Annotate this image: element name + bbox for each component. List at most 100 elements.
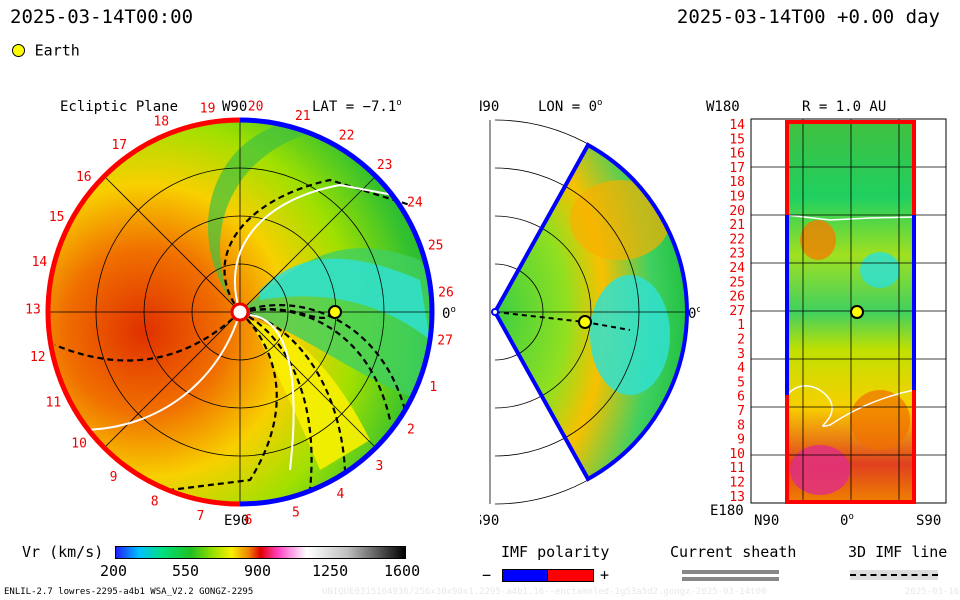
radial-x-mid: 0o [840, 512, 854, 529]
radial-y-label: 3 [737, 347, 745, 362]
ecliptic-right-label: 0o [442, 305, 456, 322]
radial-polarity-positive-top [785, 120, 916, 215]
carrington-label: 26 [438, 286, 454, 301]
carrington-label: 5 [292, 505, 300, 520]
carrington-label: 4 [336, 487, 344, 502]
imf-polarity-positive-swatch [547, 569, 594, 582]
radial-earth-marker-icon [850, 305, 864, 319]
meridional-sun-icon [491, 308, 499, 316]
imf-line-swatch [850, 574, 938, 576]
carrington-label: 9 [110, 470, 118, 485]
meridional-title: LON = 0o [538, 98, 602, 115]
meridional-bottom-left: S90 [480, 513, 499, 529]
carrington-label: 15 [49, 210, 65, 225]
imf-polarity-minus: − [482, 566, 492, 584]
radial-top-left: W180 [706, 99, 740, 115]
radial-y-label: 8 [737, 418, 745, 433]
carrington-label: 20 [248, 100, 264, 115]
datetime-left: 2025-03-14T00:00 [10, 6, 194, 28]
carrington-label: 11 [46, 396, 62, 411]
meridional-plane-panel: N90 LON = 0o S90 0o [480, 98, 700, 529]
radial-y-label: 17 [729, 161, 745, 176]
radial-y-label: 6 [737, 390, 745, 405]
radial-y-label: 27 [729, 304, 745, 319]
colorbar-tick-3: 1250 [312, 562, 349, 580]
radial-x-left: N90 [754, 513, 779, 529]
earth-legend: Earth [12, 40, 80, 60]
radial-y-label: 20 [729, 204, 745, 219]
ecliptic-bottom-label: E90 [224, 513, 249, 529]
carrington-label: 22 [339, 129, 355, 144]
radial-y-label: 5 [737, 375, 745, 390]
ecliptic-top-label: W90 [222, 99, 247, 115]
current-sheath-lines [79, 183, 421, 471]
carrington-label: 14 [32, 255, 48, 270]
radial-y-label: 25 [729, 275, 745, 290]
run-id: UNIQUE0315164936/256x30x90x1.2295-a4b1.1… [322, 587, 767, 597]
radial-y-label: 1 [737, 318, 745, 333]
radial-y-label: 15 [729, 132, 745, 147]
radial-y-label: 21 [729, 218, 745, 233]
imf-polarity-negative-swatch [502, 569, 549, 582]
colorbar-tick-2: 900 [244, 562, 272, 580]
radial-y-label: 22 [729, 232, 745, 247]
radial-y-label: 11 [729, 461, 745, 476]
colorbar-tick-4: 1600 [384, 562, 421, 580]
carrington-label: 21 [295, 109, 311, 124]
radial-y-label: 19 [729, 190, 745, 205]
footer-date: 2025-03-16 [905, 587, 960, 597]
meridional-top-left: N90 [480, 99, 499, 115]
polarity-ring-negative [239, 117, 435, 507]
imf-polarity-label: IMF polarity [501, 543, 610, 561]
sun-icon [230, 302, 250, 322]
polarity-ring-positive [45, 117, 241, 507]
earth-label: Earth [34, 41, 80, 60]
imf-line-label: 3D IMF line [848, 543, 948, 561]
radial-y-label: 2 [737, 333, 745, 348]
radial-y-label: 26 [729, 290, 745, 305]
imf-polarity-plus: + [600, 566, 610, 584]
carrington-label: 18 [153, 115, 169, 130]
colorbar-tick-1: 550 [172, 562, 200, 580]
carrington-longitude-labels: 19 20212223242526271234567891011121314151… [25, 100, 454, 528]
radial-title: R = 1.0 AU [802, 99, 886, 115]
carrington-label: 19 [200, 102, 216, 117]
radial-y-label: 16 [729, 147, 745, 162]
ecliptic-lat: LAT = −7.1o [312, 98, 402, 115]
radial-y-labels: 1415161718192021222324252627123456789101… [729, 118, 745, 505]
meridional-velocity-field [495, 145, 686, 479]
carrington-label: 7 [197, 509, 205, 524]
carrington-label: 3 [375, 459, 383, 474]
current-sheath-label: Current sheath [670, 543, 797, 561]
carrington-label: 16 [76, 170, 92, 185]
radial-polarity-positive-bottom [785, 390, 916, 504]
radial-y-label: 9 [737, 433, 745, 448]
carrington-label: 27 [437, 334, 453, 349]
carrington-label: 6 [244, 513, 252, 528]
radial-y-label: 7 [737, 404, 745, 419]
radial-y-label: 23 [729, 247, 745, 262]
carrington-label: 12 [30, 350, 46, 365]
radial-x-right: S90 [916, 513, 941, 529]
radial-y-label: 18 [729, 175, 745, 190]
radial-current-sheath-upper [786, 214, 915, 221]
carrington-label: 17 [111, 138, 127, 153]
meridional-earth-marker-icon [578, 315, 592, 329]
radial-current-sheath-lower [786, 385, 915, 427]
radial-y-label: 4 [737, 361, 745, 376]
carrington-label: 1 [429, 380, 437, 395]
earth-marker-icon [328, 305, 342, 319]
current-sheath-swatch-upper [682, 570, 779, 574]
radial-y-label: 12 [729, 476, 745, 491]
carrington-label: 25 [428, 239, 444, 254]
radial-surface-panel: W180 R = 1.0 AU E180 N90 0o S90 14151617… [706, 99, 947, 529]
earth-marker-icon [12, 44, 25, 57]
meridional-right-label: 0o [688, 305, 700, 322]
carrington-label: 13 [25, 302, 41, 317]
radial-y-label: 10 [729, 447, 745, 462]
colorbar-label: Vr (km/s) [22, 543, 104, 561]
carrington-label: 10 [71, 436, 87, 451]
carrington-label: 8 [151, 495, 159, 510]
meridional-boundary [492, 142, 690, 482]
current-sheath-swatch-lower [682, 577, 779, 581]
